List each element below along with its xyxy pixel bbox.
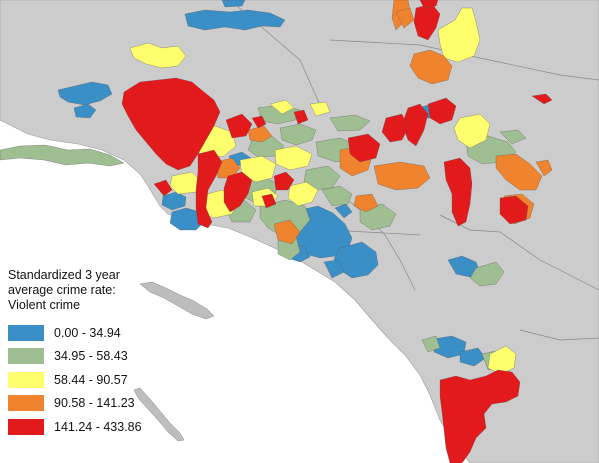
legend-item: 90.58 - 141.23 <box>8 392 178 416</box>
legend-item: 34.95 - 58.43 <box>8 345 178 369</box>
legend-item: 0.00 - 34.94 <box>8 321 178 345</box>
region-class-1 <box>57 0 487 367</box>
legend-label: 58.44 - 90.57 <box>54 372 128 387</box>
legend-label: 0.00 - 34.94 <box>54 325 121 340</box>
legend-title: Standardized 3 year average crime rate: … <box>8 268 120 312</box>
legend-label: 141.24 - 433.86 <box>54 419 142 434</box>
legend-item: 141.24 - 433.86 <box>8 415 178 439</box>
legend-item: 58.44 - 90.57 <box>8 368 178 392</box>
island-santa-catalina <box>139 281 215 320</box>
legend-label: 34.95 - 58.43 <box>54 349 128 364</box>
island-san-clemente <box>133 387 185 442</box>
legend-swatch <box>8 371 44 388</box>
legend-swatch <box>8 395 44 412</box>
map-legend: Standardized 3 year average crime rate: … <box>8 268 178 439</box>
legend-label: 90.58 - 141.23 <box>54 396 135 411</box>
legend-swatch <box>8 324 44 341</box>
legend-swatch <box>8 418 44 435</box>
region-class-5 <box>121 0 553 463</box>
legend-swatch <box>8 348 44 365</box>
